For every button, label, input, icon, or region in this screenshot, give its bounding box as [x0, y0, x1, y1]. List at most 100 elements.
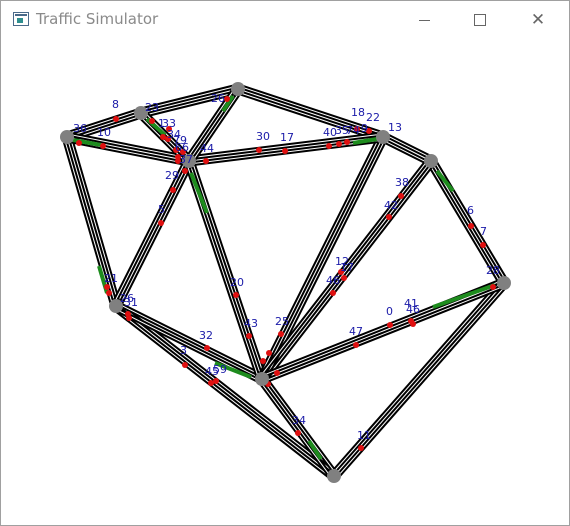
vehicle-dot	[387, 322, 393, 328]
segment-label: 0	[386, 305, 393, 318]
segment-label: 12	[335, 255, 349, 268]
vehicle-dot	[330, 290, 336, 296]
intersection-node	[134, 106, 148, 120]
vehicle-dot	[166, 126, 172, 132]
road-lane-marking	[259, 380, 332, 479]
road-lane-marking	[69, 136, 120, 306]
vehicle-dot	[295, 430, 301, 436]
road-lane-marking	[238, 85, 385, 135]
vehicle-dot	[398, 193, 404, 199]
intersection-node	[327, 469, 341, 483]
road-lane-marking	[118, 162, 193, 308]
segment-label: 40	[323, 126, 337, 139]
segment-label: 66	[175, 141, 189, 154]
vehicle-dot	[182, 168, 188, 174]
vehicle-dot	[104, 284, 110, 290]
vehicle-dot	[246, 333, 252, 339]
road-lane-marking	[191, 159, 266, 379]
vehicle-dot	[274, 370, 280, 376]
vehicle-dot	[278, 331, 284, 337]
vehicle-dot	[173, 147, 179, 153]
vehicle-dot	[338, 269, 344, 275]
vehicle-dot	[266, 350, 272, 356]
segment-label: 42	[384, 199, 398, 212]
segment-label: 28	[486, 264, 500, 277]
intersection-node	[60, 130, 74, 144]
road-lane-marking	[427, 162, 502, 285]
segment-label: 37	[179, 153, 193, 166]
simulation-canvas[interactable]: 8 23 1 33 34 79 66 26 36 10 44 37 29 30 17 18 22 40 35 74 9 1…	[1, 39, 569, 525]
segment-label: 5	[158, 203, 165, 216]
title-bar: Traffic Simulator ✕	[1, 1, 569, 39]
segment-label: 46	[326, 274, 340, 287]
road-lane-marking	[63, 137, 114, 307]
road-lane-marking	[262, 285, 506, 383]
segment-label: 74	[346, 124, 360, 137]
vehicle-dot	[76, 140, 82, 146]
vehicle-dot	[113, 116, 119, 122]
segment-label: 32	[199, 329, 213, 342]
road-lane-marking	[263, 162, 434, 382]
vehicle-dot	[170, 187, 176, 193]
segment-label: 34	[167, 128, 181, 141]
segment-label: 46	[406, 303, 420, 316]
intersection-node	[497, 276, 511, 290]
segment-label: 20	[230, 276, 244, 289]
segment-label: 22	[366, 111, 380, 124]
segment-label: 23	[145, 101, 159, 114]
segment-label: 44	[200, 142, 214, 155]
intersection-node	[424, 154, 438, 168]
vehicle-dot	[182, 362, 188, 368]
vehicle-dot	[410, 321, 416, 327]
road-lane-marking	[141, 91, 239, 117]
vehicle-dot	[160, 134, 166, 140]
window-title: Traffic Simulator	[36, 10, 159, 28]
congested-segment	[307, 439, 323, 461]
segment-label: 36	[73, 122, 87, 135]
road-lane-marking	[185, 161, 260, 381]
road-lane-marking	[264, 376, 337, 475]
segment-label: 17	[280, 131, 294, 144]
vehicle-dot	[224, 96, 230, 102]
congested-segment	[432, 283, 496, 309]
vehicle-dot	[260, 358, 266, 364]
vehicle-dot	[106, 290, 112, 296]
maximize-icon	[474, 14, 486, 26]
road-lane-marking	[117, 302, 264, 377]
maximize-button[interactable]	[457, 1, 503, 39]
road-lane-marking	[188, 133, 383, 159]
vehicle-dot	[344, 139, 350, 145]
segment-label: 25	[275, 315, 289, 328]
segment-label: 79	[173, 134, 187, 147]
vehicle-dot	[358, 445, 364, 451]
segment-label: 30	[256, 130, 270, 143]
segment-label: 1	[158, 117, 165, 130]
segment-label: 8	[112, 98, 119, 111]
road-lane-marking	[140, 85, 238, 111]
congested-segment	[352, 137, 378, 145]
vehicle-dot	[213, 378, 219, 384]
segment-label: 11	[357, 429, 371, 442]
congested-segment	[189, 172, 209, 214]
segment-label: 18	[351, 106, 365, 119]
vehicle-dot	[126, 315, 132, 321]
vehicle-dot	[282, 148, 288, 154]
congested-segment	[214, 361, 252, 379]
minimize-button[interactable]	[401, 1, 447, 39]
segment-label: 33	[162, 117, 176, 130]
segment-label: 29	[165, 169, 179, 182]
segment-label: 13	[388, 121, 402, 134]
congested-segment	[435, 169, 455, 193]
road-lane-marking	[384, 133, 433, 159]
close-button[interactable]: ✕	[515, 1, 561, 39]
segment-label: 17	[340, 261, 354, 274]
intersection-node	[255, 372, 269, 386]
road-lane-marking	[335, 284, 507, 479]
vehicle-dot	[233, 292, 239, 298]
segment-label: 41	[404, 297, 418, 310]
segment-label: 9	[361, 122, 368, 135]
vehicle-dot	[353, 342, 359, 348]
segment-label: 38	[395, 176, 409, 189]
segment-label: 26	[120, 292, 134, 305]
